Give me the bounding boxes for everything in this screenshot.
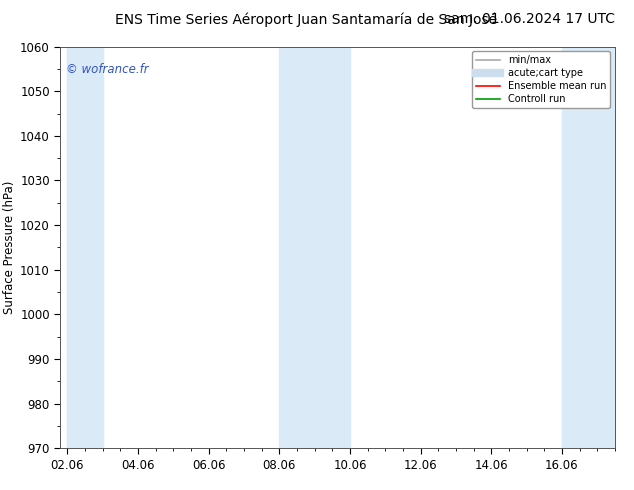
Text: sam. 01.06.2024 17 UTC: sam. 01.06.2024 17 UTC <box>444 12 615 26</box>
Bar <box>67 47 103 448</box>
Y-axis label: Surface Pressure (hPa): Surface Pressure (hPa) <box>3 181 16 314</box>
Text: © wofrance.fr: © wofrance.fr <box>66 63 148 75</box>
Legend: min/max, acute;cart type, Ensemble mean run, Controll run: min/max, acute;cart type, Ensemble mean … <box>472 51 610 108</box>
Text: ENS Time Series Aéroport Juan Santamaría de San José: ENS Time Series Aéroport Juan Santamaría… <box>115 12 497 27</box>
Bar <box>562 47 615 448</box>
Bar <box>280 47 350 448</box>
